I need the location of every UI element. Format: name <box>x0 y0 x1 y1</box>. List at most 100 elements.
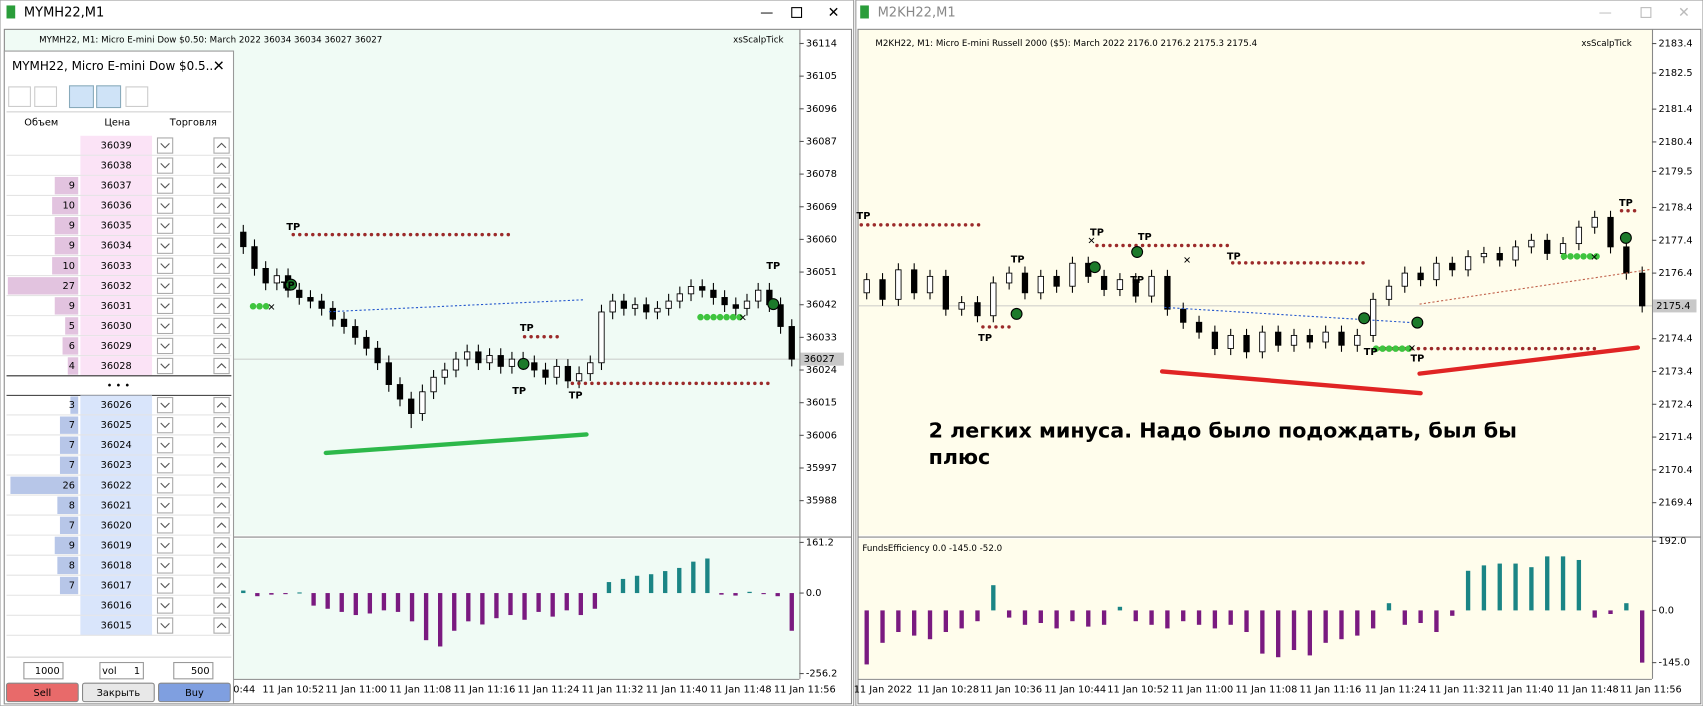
minimize-button[interactable]: — <box>760 6 773 21</box>
tp-dot <box>548 334 553 339</box>
sell-limit-button[interactable] <box>156 557 174 574</box>
tool-button[interactable] <box>96 85 122 109</box>
trade-button[interactable] <box>5 682 79 703</box>
sell-limit-button[interactable] <box>156 477 174 494</box>
y-tick-label: 36069 <box>806 202 837 213</box>
close-button[interactable]: ✕ <box>828 5 840 21</box>
sell-limit-button[interactable] <box>156 537 174 554</box>
sell-limit-button[interactable] <box>156 297 174 315</box>
buy-limit-button[interactable] <box>213 396 230 414</box>
sell-limit-button[interactable] <box>156 317 174 335</box>
chevron <box>216 482 227 488</box>
buy-limit-button[interactable] <box>213 537 230 554</box>
buy-limit-button[interactable] <box>213 257 230 274</box>
buy-limit-button[interactable] <box>213 457 230 474</box>
sell-limit-button[interactable] <box>156 137 174 154</box>
buy-limit-button[interactable] <box>213 517 230 534</box>
tool-button[interactable] <box>34 86 58 107</box>
osc-bar <box>733 593 738 596</box>
buy-limit-button[interactable] <box>213 617 230 634</box>
tp-dot <box>369 232 374 237</box>
y-tick-label: 2181.4 <box>1658 104 1692 115</box>
candle-body <box>1021 272 1029 294</box>
sell-limit-button[interactable] <box>156 437 174 454</box>
candle-body <box>564 365 572 382</box>
tp-dot <box>1121 243 1125 248</box>
buy-limit-button[interactable] <box>213 177 230 194</box>
buy-limit-button[interactable] <box>213 217 230 234</box>
input-field[interactable] <box>99 661 144 680</box>
tool-button[interactable] <box>8 86 31 107</box>
sell-limit-button[interactable] <box>156 217 174 234</box>
volume: 27 <box>63 281 75 292</box>
sell-limit-button[interactable] <box>156 337 174 355</box>
tp-dot <box>1315 261 1320 265</box>
buy-limit-button[interactable] <box>213 477 230 494</box>
trade-button[interactable] <box>158 682 231 703</box>
sell-limit-button[interactable] <box>156 517 174 534</box>
buy-limit-button[interactable] <box>213 197 230 214</box>
sell-limit-button[interactable] <box>156 157 174 174</box>
trade-button[interactable] <box>82 682 155 703</box>
tp-dot <box>1244 261 1248 265</box>
osc-bar <box>1624 603 1629 611</box>
candle-body <box>1354 334 1361 346</box>
buy-limit-button[interactable] <box>213 157 230 174</box>
buy-limit-button[interactable] <box>213 317 230 335</box>
sell-limit-button[interactable] <box>156 457 174 474</box>
candle-body <box>1449 262 1456 271</box>
tool-button[interactable] <box>68 85 94 109</box>
close-button[interactable]: ✕ <box>1678 5 1690 21</box>
chevron <box>160 283 170 289</box>
buy-limit-button[interactable] <box>213 337 230 355</box>
buy-limit-button[interactable] <box>213 357 230 375</box>
sell-limit-button[interactable] <box>156 277 174 294</box>
tp-dot <box>1626 208 1630 213</box>
tp-dot <box>892 223 896 227</box>
sell-limit-button[interactable] <box>156 497 174 514</box>
sell-limit-button[interactable] <box>156 396 174 414</box>
chevron <box>216 363 227 369</box>
dom-column-header: Объем <box>24 117 58 129</box>
buy-limit-button[interactable] <box>213 137 230 154</box>
y-tick-label: 36060 <box>806 234 837 245</box>
maximize-button[interactable] <box>791 7 803 18</box>
sell-limit-button[interactable] <box>156 597 174 614</box>
tool-button[interactable] <box>125 86 149 107</box>
buy-limit-button[interactable] <box>213 237 230 254</box>
sell-limit-button[interactable] <box>156 617 174 634</box>
buy-limit-button[interactable] <box>213 437 230 454</box>
buy-limit-button[interactable] <box>213 277 230 294</box>
sell-limit-button[interactable] <box>156 577 174 594</box>
y-tick-label: 36051 <box>806 267 837 278</box>
tp-dot <box>1385 345 1393 352</box>
sell-limit-button[interactable] <box>156 177 174 194</box>
sell-limit-button[interactable] <box>156 197 174 214</box>
buy-limit-button[interactable] <box>213 497 230 514</box>
price-cell <box>80 435 153 455</box>
sell-limit-button[interactable] <box>156 257 174 274</box>
buy-limit-button[interactable] <box>213 557 230 574</box>
input-field[interactable] <box>23 661 64 680</box>
x-tick-label: 11 Jan 11:56 <box>1620 685 1682 696</box>
buy-limit-button[interactable] <box>213 597 230 614</box>
sell-limit-button[interactable] <box>156 417 174 434</box>
tp-label: TP <box>1130 275 1144 286</box>
sell-limit-button[interactable] <box>156 237 174 254</box>
price: 36029 <box>101 341 132 352</box>
candle-body <box>732 304 739 309</box>
osc-bar <box>1465 570 1471 611</box>
chevron <box>160 223 170 229</box>
candle-body <box>575 373 583 382</box>
buy-limit-button[interactable] <box>213 297 230 315</box>
minimize-button[interactable]: — <box>1599 6 1612 21</box>
candle-body <box>318 300 325 309</box>
maximize-button[interactable] <box>1640 7 1652 18</box>
volume-bar <box>52 196 79 215</box>
buy-limit-button[interactable] <box>213 577 230 594</box>
input-field[interactable] <box>173 661 214 680</box>
price: 36017 <box>101 580 132 591</box>
dom-close[interactable]: ✕ <box>213 58 225 74</box>
sell-limit-button[interactable] <box>156 357 174 375</box>
buy-limit-button[interactable] <box>213 417 230 434</box>
